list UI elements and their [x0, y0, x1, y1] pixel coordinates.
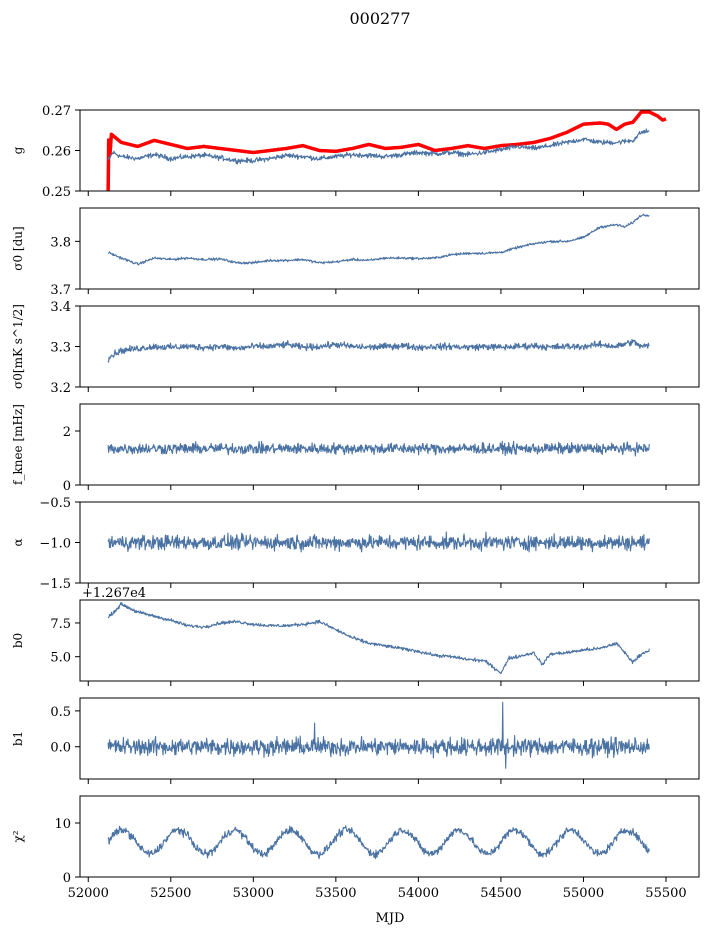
y-axis-label: b0	[11, 633, 25, 648]
panel-frame	[79, 599, 700, 682]
y-tick-label: 5.0	[50, 651, 71, 666]
x-tick-label: 52500	[150, 886, 191, 901]
y-offset-label: +1.267e4	[82, 586, 146, 601]
x-tick-label: 55500	[645, 886, 686, 901]
y-tick-label: 3.7	[50, 283, 71, 298]
y-tick-label: 0.5	[50, 705, 71, 720]
y-tick-label: 0.0	[50, 741, 71, 756]
series-line-1	[107, 440, 650, 457]
y-axis-label: b1	[11, 731, 25, 746]
panel-8: 0 10 52000 52500 53000 53500 54000 54500 55000 55…	[11, 795, 700, 901]
y-axis-label: χ²	[11, 830, 25, 842]
panel-7: 0.0 0.5 b1	[11, 697, 700, 784]
chart-title: 000277	[349, 9, 410, 28]
x-tick-label: 53000	[233, 886, 274, 901]
y-tick-label: 0.26	[42, 145, 71, 160]
x-tick-label: 54500	[480, 886, 521, 901]
panel-3: 3.2 3.3 3.4 σ0[mK s^1/2]	[11, 300, 700, 396]
series-line-1	[107, 601, 650, 675]
x-tick-label: 55000	[563, 886, 604, 901]
series-line-1	[107, 701, 650, 769]
series-line-1	[106, 110, 668, 191]
panel-2: 3.7 3.8 σ0 [du]	[11, 207, 700, 298]
y-tick-label: 0	[63, 871, 71, 886]
panel-frame	[79, 403, 700, 486]
y-tick-label: 2	[63, 425, 71, 440]
series-line-1	[107, 825, 650, 860]
y-tick-label: −1.0	[39, 537, 71, 552]
panel-1: 0.25 0.26 0.27 g	[11, 104, 700, 200]
y-tick-label: 0.27	[42, 104, 71, 119]
panel-frame	[79, 795, 700, 878]
x-axis-label: MJD	[376, 911, 405, 926]
y-tick-label: 3.3	[50, 341, 71, 356]
panel-frame	[79, 697, 700, 780]
y-tick-label: 0	[63, 479, 71, 494]
series-line-1	[107, 213, 650, 266]
y-tick-label: 7.5	[50, 617, 71, 632]
x-tick-label: 53500	[315, 886, 356, 901]
y-tick-label: 0.25	[42, 185, 71, 200]
x-tick-label: 54000	[398, 886, 439, 901]
y-axis-label: σ0 [du]	[11, 226, 25, 270]
panel-frame	[79, 207, 700, 290]
y-axis-label: α	[11, 538, 25, 546]
y-tick-label: 3.8	[50, 235, 71, 250]
y-axis-label: g	[11, 146, 25, 154]
panel-4: 0 2 f_knee [mHz]	[11, 403, 700, 494]
y-tick-label: 3.4	[50, 300, 71, 315]
y-axis-label: σ0[mK s^1/2]	[11, 304, 25, 389]
y-tick-label: −0.5	[39, 496, 71, 511]
series-line-1	[107, 531, 650, 553]
y-tick-label: −1.5	[39, 577, 71, 592]
panel-6: 5.0 7.5 b0 +1.267e4	[11, 586, 700, 686]
series-line-1	[107, 339, 650, 363]
series-line-2	[107, 128, 650, 165]
y-axis-label: f_knee [mHz]	[11, 404, 25, 485]
panel-5: −1.5 −1.0 −0.5 α	[11, 496, 700, 592]
y-tick-label: 3.2	[50, 381, 71, 396]
x-tick-label: 52000	[68, 886, 109, 901]
panels: 0.25 0.26 0.27 g 3.7 3.8 σ0 [du] 3.2 3.3 3.4 σ0[mK…	[11, 104, 700, 901]
y-tick-label: 10	[54, 817, 71, 832]
